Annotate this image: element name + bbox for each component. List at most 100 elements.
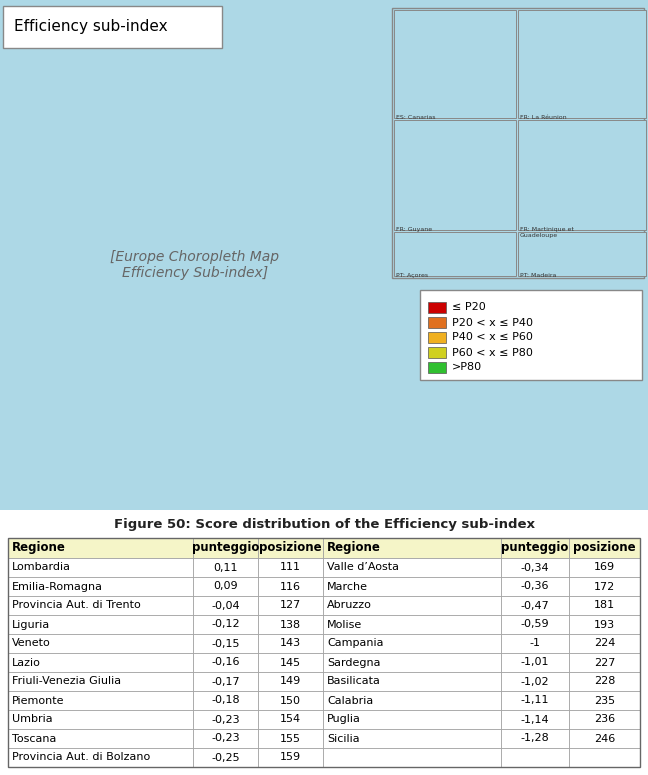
Bar [193,672,258,691]
Text: 235: 235 [594,695,615,705]
Text: Provincia Aut. di Trento: Provincia Aut. di Trento [12,601,141,611]
Bar [323,615,501,634]
Bar [193,596,258,615]
Text: ≤ P20: ≤ P20 [452,302,486,312]
Text: 246: 246 [594,733,615,743]
Text: -0,59: -0,59 [521,619,550,629]
Bar [501,653,569,672]
Bar [193,577,258,596]
Bar [569,748,640,767]
Text: Regione: Regione [327,542,381,554]
Bar [193,558,258,577]
Bar [323,748,501,767]
Text: P20 < x ≤ P40: P20 < x ≤ P40 [452,318,533,328]
Bar [258,577,323,596]
Bar [501,577,569,596]
Text: Calabria: Calabria [327,695,373,705]
Text: 193: 193 [594,619,615,629]
Bar [392,8,644,278]
Bar [8,615,193,634]
Bar [569,729,640,748]
Text: -0,47: -0,47 [520,601,550,611]
Bar [193,748,258,767]
Bar [323,596,501,615]
Text: 143: 143 [280,639,301,649]
Text: Abruzzo: Abruzzo [327,601,372,611]
Bar [323,729,501,748]
Text: PT: Açores: PT: Açores [396,273,428,278]
Bar [8,691,193,710]
Bar [193,729,258,748]
Text: -1,11: -1,11 [521,695,550,705]
Text: -0,23: -0,23 [211,715,240,725]
Bar [193,615,258,634]
Text: 172: 172 [594,581,615,591]
Text: 155: 155 [280,733,301,743]
Text: Provincia Aut. di Bolzano: Provincia Aut. di Bolzano [12,753,150,763]
Bar [501,538,569,558]
Bar [323,538,501,558]
Text: FR: La Réunion: FR: La Réunion [520,115,566,120]
Text: 236: 236 [594,715,615,725]
Text: punteggio: punteggio [192,542,259,554]
Bar [394,232,516,276]
Text: >P80: >P80 [452,363,482,373]
Bar [8,538,640,767]
FancyBboxPatch shape [3,6,222,48]
Text: punteggio: punteggio [502,542,569,554]
Text: -0,16: -0,16 [211,657,240,667]
Bar [518,232,646,276]
Bar [8,596,193,615]
Text: -1,02: -1,02 [521,677,550,687]
Text: -1,14: -1,14 [521,715,550,725]
Text: 145: 145 [280,657,301,667]
Bar [501,748,569,767]
Text: FR: Guyane: FR: Guyane [396,227,432,232]
Bar [258,615,323,634]
Bar [258,538,323,558]
Bar [193,710,258,729]
Bar [501,596,569,615]
Bar [569,672,640,691]
Bar [323,558,501,577]
Text: -0,23: -0,23 [211,733,240,743]
Text: Campania: Campania [327,639,384,649]
Bar [323,653,501,672]
Bar [501,672,569,691]
Text: Umbria: Umbria [12,715,52,725]
Bar [501,558,569,577]
Text: ES: Canarias: ES: Canarias [396,115,435,120]
Bar [258,634,323,653]
Text: Efficiency sub-index: Efficiency sub-index [14,19,168,35]
Bar [428,362,446,373]
Bar [501,710,569,729]
Bar [323,710,501,729]
Text: P40 < x ≤ P60: P40 < x ≤ P60 [452,332,533,343]
Text: posizione: posizione [259,542,322,554]
Bar [258,596,323,615]
Bar [428,347,446,358]
Bar [518,10,646,118]
Bar [569,615,640,634]
Text: 149: 149 [280,677,301,687]
Bar [428,317,446,328]
Bar [193,538,258,558]
Bar [428,332,446,343]
Text: 224: 224 [594,639,615,649]
Bar [501,729,569,748]
Text: 111: 111 [280,563,301,573]
Bar [569,538,640,558]
Text: -0,36: -0,36 [521,581,550,591]
Bar [258,558,323,577]
Bar [8,634,193,653]
Bar [323,634,501,653]
Bar [569,558,640,577]
Bar [193,634,258,653]
Bar [394,120,516,230]
Text: -1,01: -1,01 [521,657,550,667]
Bar [501,634,569,653]
Text: Puglia: Puglia [327,715,361,725]
Text: Veneto: Veneto [12,639,51,649]
Bar [323,577,501,596]
Text: P60 < x ≤ P80: P60 < x ≤ P80 [452,347,533,357]
